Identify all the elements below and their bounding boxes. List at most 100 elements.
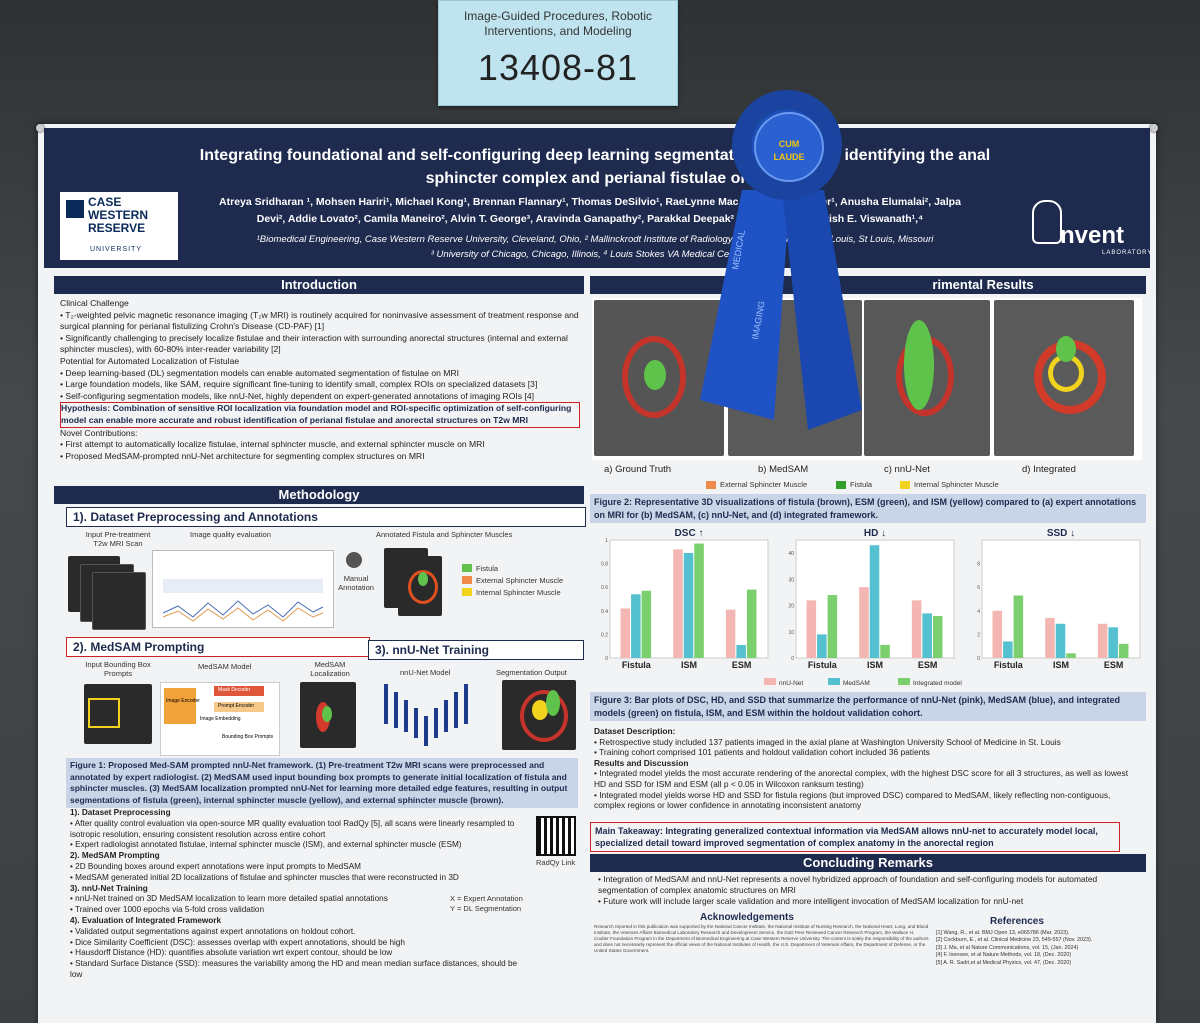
x-tick-label: Fistula: [808, 660, 838, 670]
results-subhead: Dataset Description:: [594, 726, 676, 736]
y-tick-label: 0: [977, 656, 980, 662]
figure1-caption: Figure 1: Proposed Med-SAM prompted nnU-…: [66, 758, 578, 808]
legend-swatch: [764, 678, 776, 685]
chart-title: SSD ↓: [1047, 528, 1075, 539]
results-bullet: Integrated model yields the most accurat…: [594, 768, 1129, 789]
results-bullet: Retrospective study included 137 patient…: [599, 736, 1061, 747]
seg-fistula: [546, 690, 560, 716]
y-tick-label: 0.2: [601, 632, 608, 638]
affil-part: ³ University of Chicago, Chicago, Illino…: [430, 249, 760, 260]
y-tick-label: 40: [788, 551, 794, 557]
references-list: [1] Wang, R., et al. BMJ Open 13, e06578…: [936, 930, 1140, 967]
bar-nnu-net: [806, 600, 817, 658]
intro-body: Clinical Challenge • T₂-weighted pelvic …: [60, 298, 580, 462]
bar-medsam: [869, 545, 880, 658]
x-tick-label: ESM: [918, 660, 938, 670]
intro-bullet-text: Proposed MedSAM-prompted nnU-Net archite…: [65, 450, 425, 461]
nnunet-subheader: 3). nnU-Net Training: [368, 640, 584, 660]
chart-title: HD ↓: [864, 528, 886, 539]
poster-number: 13408-81: [477, 47, 639, 88]
poster-title: Integrating foundational and self-config…: [120, 144, 1070, 190]
panel-label: c) nnU-Net: [884, 464, 930, 475]
intro-bullet-text: First attempt to automatically localize …: [65, 439, 485, 450]
prompt-encoder-block: [214, 702, 264, 712]
x-tick-label: ISM: [1053, 660, 1069, 670]
iqe-label: Image quality evaluation: [190, 530, 271, 539]
bar-integrated-model: [932, 616, 943, 658]
intro-bullet: • First attempt to automatically localiz…: [60, 439, 485, 450]
x-definition: X = Expert Annotation: [450, 894, 523, 903]
panel-integrated-image: [994, 300, 1134, 456]
qr-code[interactable]: [536, 816, 576, 856]
dataset-subheader: 1). Dataset Preprocessing and Annotation…: [66, 507, 586, 527]
y-tick-label: 0: [605, 656, 608, 662]
bar-medsam: [1003, 641, 1013, 658]
image-embedding-label: Image Embedding: [200, 716, 241, 722]
clinical-challenge-label: Clinical Challenge: [60, 298, 129, 308]
medsam-loc-label: MedSAM Localization: [310, 660, 350, 678]
invent-lab-logo: nvent LABORATORY: [1030, 200, 1151, 262]
bar-charts: DSC ↑ 0 0.2 0.4 0.6 0.8 1 Fistula ISM ESM HD ↓ 0 10 2…: [601, 528, 1141, 687]
bar-nnu-net: [1097, 623, 1108, 658]
legend-swatch: [706, 481, 716, 489]
main-takeaway-box: Main Takeaway: Integrating generalized c…: [590, 822, 1120, 852]
authors-part: Parker¹, Anusha Elumalai², Jalpa: [798, 196, 961, 208]
methods-step: 3). nnU-Net Training: [70, 883, 148, 893]
rosette-center: CUM LAUDE: [754, 112, 824, 182]
legend-label: External Sphincter Muscle: [476, 576, 564, 585]
legend-swatch: [828, 678, 840, 685]
legend-label: Fistula: [476, 564, 499, 573]
session-category: Image-Guided Procedures, Robotic Interve…: [463, 9, 653, 38]
award-ribbon-tails: MEDICAL IMAGING: [700, 190, 862, 430]
results-body: Dataset Description: • Retrospective stu…: [594, 726, 1129, 811]
methods-bullet: 2D Bounding boxes around expert annotati…: [75, 861, 361, 871]
panel-label: d) Integrated: [1022, 464, 1076, 475]
chart-title: DSC ↑: [675, 528, 704, 539]
radqy-link[interactable]: RadQy Link: [536, 858, 576, 867]
unet-diagram: [384, 684, 468, 746]
intro-bullet-text: T₂-weighted pelvic magnetic resonance im…: [60, 309, 579, 332]
x-tick-label: Fistula: [622, 660, 652, 670]
bar-integrated-model: [1013, 595, 1024, 658]
pushpin: [1150, 124, 1158, 132]
legend-swatch: [900, 481, 910, 489]
methods-bullet: Hausdorff Distance (HD): quantifies abso…: [75, 948, 393, 958]
methods-bullet: MedSAM generated initial 2D localization…: [75, 872, 459, 882]
session-card: Image-Guided Procedures, Robotic Interve…: [438, 0, 678, 106]
acknowledgements-heading: Acknowledgements: [700, 912, 794, 923]
y-definition: Y = DL Segmentation: [450, 904, 522, 913]
affil-part: rsity in St. Louis, St Louis, Missouri: [786, 234, 934, 245]
legend-label: Fistula: [850, 480, 873, 489]
lightbulb-icon: [1032, 200, 1062, 244]
novel-label: Novel Contributions:: [60, 427, 138, 438]
bar-nnu-net: [992, 610, 1003, 658]
methods-bullet: Standard Surface Distance (SSD): measure…: [70, 959, 518, 979]
x-tick-label: ESM: [732, 660, 752, 670]
x-tick-label: ISM: [867, 660, 883, 670]
intro-bullet: • Proposed MedSAM-prompted nnU-Net archi…: [60, 450, 425, 461]
figure3-caption: Figure 3: Bar plots of DSC, HD, and SSD …: [590, 692, 1146, 721]
methodology-header: Methodology: [54, 486, 584, 504]
bar-integrated-model: [746, 589, 757, 658]
conclusion-body: • Integration of MedSAM and nnU-Net repr…: [598, 874, 1098, 906]
input-scan-label: Input Pre-treatment T2w MRI Scan: [85, 530, 151, 548]
rosette-text: CUM LAUDE: [773, 139, 805, 162]
bar-nnu-net: [1045, 617, 1055, 658]
bar-medsam: [736, 645, 746, 658]
title-part: or identifying the anal: [824, 147, 991, 164]
medsam-subheader: 2). MedSAM Prompting: [66, 637, 370, 657]
legend-swatch: [462, 588, 472, 596]
reference-item: [5] A. R. Sadri,et al Medical Physics, v…: [936, 959, 1072, 966]
y-tick-label: 0: [791, 656, 794, 662]
annotation-ring: [408, 570, 438, 604]
bar-integrated-model: [694, 543, 704, 658]
y-tick-label: 20: [788, 604, 794, 610]
poster-header: [44, 128, 1150, 268]
bar-medsam: [817, 634, 827, 658]
bar-nnu-net: [620, 608, 631, 658]
panel-nnunet-image: [864, 300, 990, 456]
annotator-icon: [346, 552, 362, 568]
bar-integrated-model: [1066, 653, 1076, 658]
y-tick-label: 30: [788, 577, 794, 583]
results-subhead: Results and Discussion: [594, 757, 689, 768]
